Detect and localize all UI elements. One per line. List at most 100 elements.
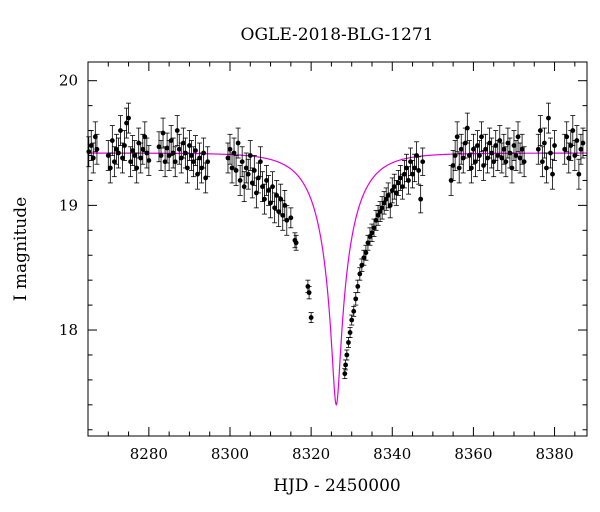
data-point — [345, 337, 351, 348]
x-tick-label: 8340 — [373, 445, 411, 463]
data-point — [395, 170, 401, 196]
data-point — [270, 171, 276, 203]
data-point — [86, 136, 92, 168]
data-point — [574, 125, 580, 156]
data-point — [111, 146, 117, 178]
data-point — [468, 152, 474, 184]
y-tick-label: 20 — [59, 72, 78, 90]
data-point — [355, 279, 361, 294]
data-point — [578, 133, 584, 165]
data-point — [552, 130, 558, 161]
data-point — [284, 204, 290, 236]
data-point — [247, 140, 253, 171]
data-point — [521, 146, 527, 178]
data-point — [545, 102, 551, 134]
data-point — [293, 234, 299, 251]
data-point — [535, 133, 541, 165]
data-point — [562, 133, 568, 165]
y-tick-label: 19 — [59, 196, 78, 214]
x-tick-label: 8280 — [130, 445, 168, 463]
x-tick-label: 8300 — [211, 445, 249, 463]
plot-frame — [87, 61, 588, 437]
data-point — [519, 133, 525, 165]
data-point — [227, 133, 233, 165]
data-point — [140, 133, 146, 165]
data-point — [539, 146, 545, 178]
data-point — [109, 125, 115, 156]
data-point — [349, 314, 355, 326]
data-point — [115, 137, 121, 169]
data-point — [476, 140, 482, 171]
x-tick-label: 8360 — [454, 445, 492, 463]
data-point — [203, 162, 209, 194]
data-point — [158, 140, 164, 171]
data-point — [241, 171, 247, 203]
data-point — [393, 180, 399, 206]
data-point — [119, 142, 125, 174]
data-point — [126, 102, 132, 134]
data-point — [344, 349, 350, 361]
y-tick-label: 18 — [59, 321, 78, 339]
data-point — [188, 140, 194, 171]
data-point — [416, 156, 422, 185]
data-point — [306, 285, 312, 300]
model-curve-layer — [88, 152, 587, 407]
model-fit-curve — [88, 152, 587, 407]
data-point — [550, 158, 556, 190]
data-point — [261, 183, 267, 215]
data-point — [452, 140, 458, 171]
data-point — [172, 146, 178, 178]
x-axis-label: HJD - 2450000 — [273, 476, 401, 496]
data-point — [146, 145, 152, 176]
data-point — [259, 171, 265, 203]
data-point — [233, 155, 239, 186]
data-point — [266, 175, 272, 206]
data-point — [373, 209, 379, 231]
data-point — [255, 162, 261, 194]
data-point — [501, 133, 507, 165]
data-points-layer — [86, 102, 586, 380]
x-tick-label: 8380 — [535, 445, 573, 463]
data-point — [391, 173, 397, 200]
data-point — [513, 140, 519, 171]
data-point — [278, 183, 284, 215]
data-point — [537, 115, 543, 146]
data-point — [235, 127, 241, 159]
chart-title: OGLE-2018-BLG-1271 — [241, 25, 434, 45]
data-point — [420, 147, 426, 176]
data-point — [117, 115, 123, 146]
data-point — [418, 185, 424, 214]
data-point — [383, 187, 389, 211]
data-point — [184, 152, 190, 184]
data-point — [357, 267, 363, 281]
data-point — [403, 153, 409, 183]
data-point — [509, 152, 515, 184]
data-point — [249, 167, 255, 199]
data-point — [245, 158, 251, 190]
data-point — [160, 117, 166, 149]
data-point — [454, 121, 460, 153]
x-tick-label: 8320 — [292, 445, 330, 463]
data-point — [107, 152, 113, 184]
data-point — [470, 133, 476, 165]
data-point — [243, 152, 249, 184]
data-point — [351, 305, 357, 317]
data-point — [347, 327, 353, 338]
y-axis-label: I magnitude — [11, 197, 31, 301]
data-point — [308, 312, 314, 323]
data-point — [174, 115, 180, 146]
data-point — [90, 142, 96, 174]
axis-ticks: 8280 8300 8320 8340 8360 8380 18 19 20 — [59, 62, 587, 463]
data-point — [288, 207, 294, 229]
data-point — [92, 121, 98, 153]
data-point — [251, 155, 257, 186]
data-point — [342, 368, 348, 380]
data-point — [164, 132, 170, 164]
data-point — [94, 133, 100, 165]
data-point — [377, 201, 383, 222]
data-point — [566, 142, 572, 174]
data-point — [580, 127, 586, 159]
data-point — [205, 146, 211, 178]
data-point — [353, 292, 359, 306]
